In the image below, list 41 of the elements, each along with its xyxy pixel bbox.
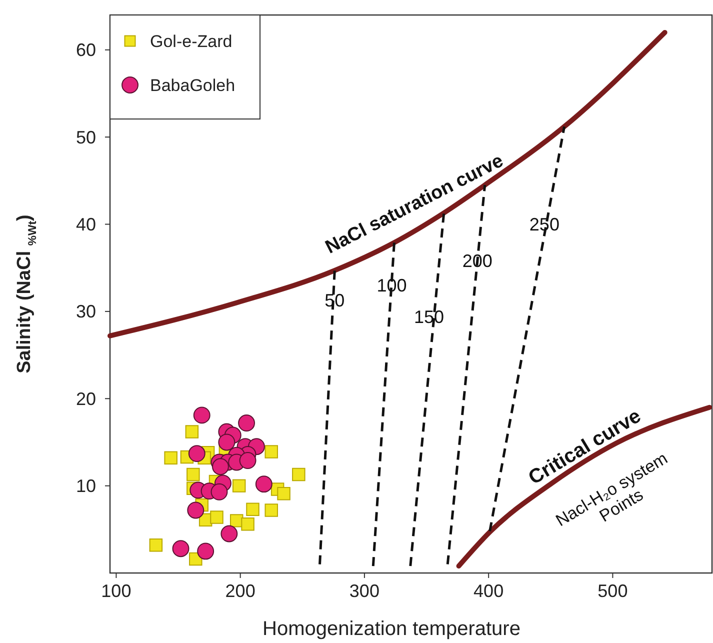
x-axis-title: Homogenization temperature <box>262 618 520 640</box>
point <box>212 458 229 476</box>
y-tick-label: 60 <box>76 40 96 60</box>
point <box>210 510 224 524</box>
point <box>218 434 236 451</box>
y-tick-label: 50 <box>76 127 96 148</box>
x-tick-label: 200 <box>225 581 256 601</box>
point <box>193 406 210 424</box>
point <box>264 445 278 458</box>
legend-label: Gol-e-Zard <box>150 32 232 51</box>
point <box>187 502 204 519</box>
point <box>172 540 190 558</box>
point <box>239 452 256 469</box>
point <box>188 445 206 462</box>
point <box>220 525 238 542</box>
point <box>238 414 256 432</box>
legend-label: BabaGoleh <box>150 76 236 95</box>
y-tick-label: 30 <box>76 302 96 322</box>
point <box>210 483 228 500</box>
point <box>264 504 278 517</box>
point <box>232 479 246 492</box>
point <box>149 538 163 552</box>
y-tick-label: 40 <box>76 214 96 235</box>
x-tick-label: 500 <box>598 581 628 601</box>
x-tick-label: 300 <box>349 581 380 601</box>
x-tick-label: 100 <box>101 581 132 601</box>
y-tick-label: 10 <box>76 476 96 496</box>
annotation: 100 <box>376 276 407 296</box>
point <box>241 518 254 531</box>
point <box>255 476 272 493</box>
x-tick-label: 400 <box>474 581 504 601</box>
point <box>197 542 214 560</box>
point <box>186 468 200 482</box>
annotation: 250 <box>529 214 560 235</box>
point <box>277 487 290 500</box>
point <box>246 502 260 516</box>
point <box>292 468 306 482</box>
annotation: 150 <box>414 306 444 327</box>
point <box>185 425 199 438</box>
point <box>164 451 178 465</box>
y-tick-label: 20 <box>76 388 96 409</box>
